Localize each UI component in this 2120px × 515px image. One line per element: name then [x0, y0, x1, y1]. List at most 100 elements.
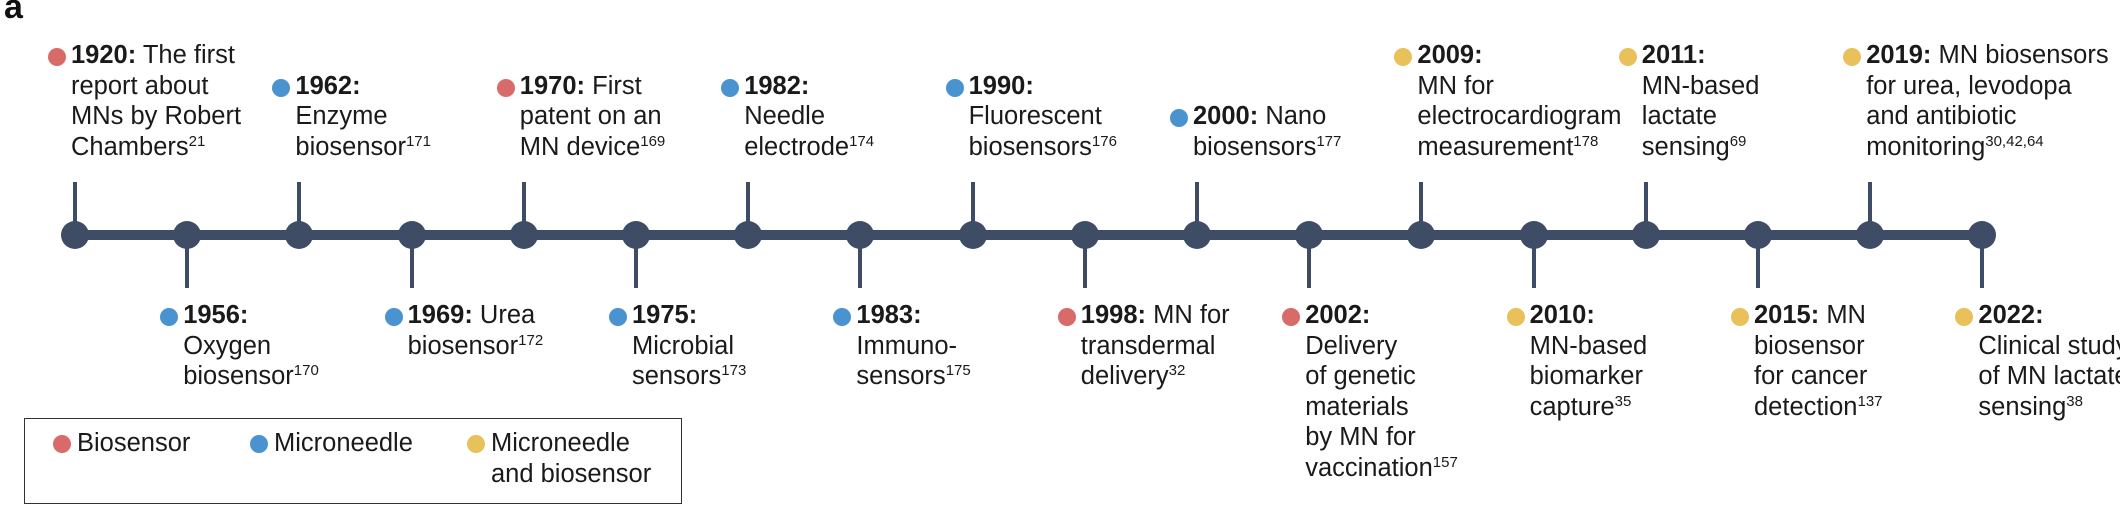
event-text: Enzyme	[295, 102, 388, 130]
event-text: report about	[71, 71, 209, 100]
event-heading: 2002:	[1305, 300, 1458, 331]
reference-number: 69	[1729, 132, 1747, 150]
timeline-node	[1295, 221, 1324, 249]
event-text-line: Delivery	[1305, 331, 1458, 362]
timeline-stem	[1643, 182, 1648, 235]
reference-number: 177	[1316, 132, 1342, 150]
reference-number: 175	[945, 362, 971, 379]
event-text-line: measurement178	[1417, 132, 1621, 163]
category-dot	[833, 308, 852, 326]
timeline-stem	[1868, 182, 1873, 235]
reference-number: 176	[1091, 132, 1117, 150]
event-text: Oxygen	[183, 331, 272, 360]
timeline-stem	[970, 182, 975, 235]
event-heading: 1956:	[183, 300, 319, 331]
event-heading: 1920: The first	[71, 40, 241, 71]
event-year: 1975:	[632, 301, 698, 329]
event-text: lactate	[1641, 102, 1717, 130]
legend-dot	[467, 435, 485, 453]
category-dot	[1506, 308, 1525, 326]
event-year: 1983:	[856, 301, 922, 329]
timeline-event: 1983: Immuno-sensors175	[833, 300, 971, 392]
event-text: MNs by Robert	[71, 102, 242, 130]
timeline-node	[1407, 221, 1436, 249]
event-text: sensing	[1978, 392, 2067, 421]
legend-item-both: Microneedle and biosensor	[467, 428, 651, 489]
event-text-line: MN device169	[520, 132, 665, 163]
event-year: 1998:	[1080, 301, 1147, 329]
event-text: First	[585, 71, 642, 100]
timeline-node	[1856, 221, 1885, 249]
reference-number: 173	[721, 362, 747, 379]
event-text-line: for cancer	[1754, 361, 1883, 392]
timeline-event: 1970: First patent on an MN device169	[496, 71, 665, 163]
timeline-node	[622, 221, 650, 249]
reference-number: 32	[1168, 362, 1186, 379]
legend-dot	[53, 435, 71, 453]
timeline-event: 1990: Fluorescent biosensors176	[945, 71, 1117, 163]
event-text-line: sensors175	[856, 361, 970, 392]
reference-number: 38	[2066, 392, 2083, 410]
category-dot	[945, 78, 964, 97]
event-year: 1969:	[407, 301, 473, 329]
event-year: 2010:	[1529, 301, 1595, 329]
event-year: 1990:	[968, 71, 1034, 100]
event-year: 1962:	[295, 71, 361, 100]
event-text: and antibiotic	[1866, 102, 2017, 130]
event-heading: 1970: First	[520, 71, 665, 102]
event-text-line: Immuno-	[856, 331, 970, 362]
category-dot	[160, 308, 179, 326]
event-text: Chambers	[71, 132, 189, 161]
event-text-line: biosensor172	[408, 331, 544, 362]
timeline-stem	[1195, 182, 1199, 235]
timeline-node	[846, 221, 875, 249]
event-heading: 2019: MN biosensors	[1866, 40, 2108, 71]
event-text: Microbial	[632, 331, 735, 360]
event-text: MN-based	[1529, 331, 1648, 360]
event-text-line: MN-based	[1642, 71, 1760, 102]
event-text-line: by MN for	[1305, 422, 1458, 453]
event-text-line: biosensors177	[1193, 132, 1341, 163]
event-heading: 1969: Urea	[408, 300, 544, 331]
event-text-line: sensing69	[1642, 132, 1760, 163]
legend-label: Microneedle	[491, 429, 630, 457]
legend-label: Microneedle	[274, 429, 413, 457]
reference-number: 30,42,64	[1985, 132, 2044, 150]
event-text: electrocardiogram	[1417, 102, 1622, 130]
timeline-event: 1920: The first report about MNs by Robert…	[48, 40, 242, 162]
timeline-node	[397, 221, 426, 249]
event-text: transdermal	[1080, 331, 1216, 360]
event-text: Delivery	[1305, 331, 1398, 360]
event-year: 2015:	[1754, 301, 1820, 329]
timeline-node	[1070, 221, 1099, 249]
event-text-line: report about	[71, 71, 241, 102]
legend-label: Biosensor	[77, 429, 191, 457]
legend-dot	[250, 435, 268, 453]
timeline-node	[1183, 221, 1211, 249]
event-year: 2002:	[1305, 301, 1371, 329]
event-text-line: biomarker	[1530, 361, 1648, 392]
event-text-line: biosensor	[1754, 331, 1883, 362]
event-text: MN-based	[1641, 71, 1760, 100]
event-text: by MN for	[1305, 423, 1416, 451]
legend-item-microneedle: Microneedle	[250, 428, 413, 459]
category-dot	[1731, 308, 1749, 326]
event-text-line: of MN lactate	[1978, 361, 2120, 392]
event-text-line: of genetic	[1305, 361, 1458, 392]
event-text: for urea, levodopa	[1866, 71, 2072, 100]
reference-number: 157	[1432, 453, 1458, 471]
timeline-stem	[1980, 235, 1985, 288]
event-heading: 2022:	[1978, 300, 2120, 331]
reference-number: 174	[849, 132, 875, 150]
category-dot	[384, 308, 403, 326]
timeline-event: 1998: MN for transdermal delivery32	[1057, 300, 1230, 392]
timeline-event: 2010: MN-based biomarker capture35	[1506, 300, 1648, 422]
event-text-line: delivery32	[1081, 361, 1230, 392]
event-heading: 1982:	[744, 71, 874, 102]
legend-item-biosensor: Biosensor	[53, 428, 191, 459]
event-year: 1920:	[71, 41, 137, 69]
event-text-line: materials	[1305, 392, 1458, 423]
timeline-stem	[634, 235, 638, 288]
event-text: sensors	[632, 362, 722, 390]
event-heading: 2000: Nano	[1193, 101, 1341, 132]
